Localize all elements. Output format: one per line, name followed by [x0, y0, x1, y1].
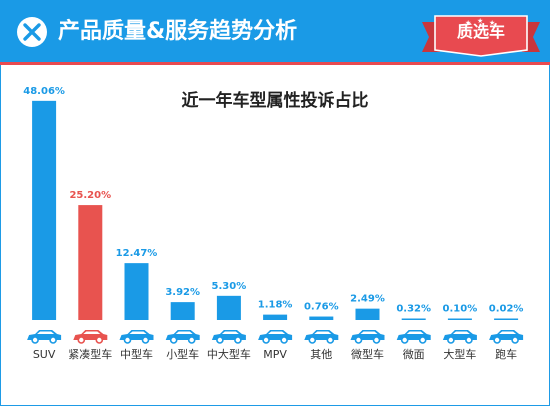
car-icon-6: [304, 330, 339, 344]
category-label-3: 小型车: [166, 347, 199, 361]
data-label-0: 48.06%: [23, 86, 65, 97]
car-icon-9: [442, 330, 477, 344]
data-label-1: 25.20%: [69, 190, 111, 201]
car-icon-10: [489, 330, 524, 344]
header-title: 产品质量&服务趋势分析: [58, 19, 298, 44]
data-label-10: 0.02%: [489, 304, 524, 315]
data-label-3: 3.92%: [165, 287, 200, 298]
car-icon-5: [258, 330, 293, 344]
data-label-2: 12.47%: [116, 248, 158, 259]
car-icon-2: [119, 330, 154, 344]
car-icon-7: [350, 330, 385, 344]
bar-5: [263, 314, 288, 320]
category-label-7: 微型车: [351, 347, 384, 361]
bar-1: [78, 205, 103, 320]
car-icon-3: [165, 330, 200, 344]
category-label-9: 大型车: [443, 347, 476, 361]
category-label-10: 跑车: [495, 347, 517, 361]
car-icon-4: [211, 330, 246, 344]
category-label-8: 微面: [403, 347, 425, 361]
category-label-0: SUV: [33, 348, 56, 361]
bar-7: [355, 308, 380, 320]
bar-8: [401, 318, 426, 320]
bar-0: [32, 100, 57, 320]
badge-label: 质选车: [456, 22, 505, 41]
svg-text:★: ★: [489, 19, 495, 27]
bar-2: [124, 263, 149, 320]
category-label-2: 中型车: [120, 347, 153, 361]
category-label-1: 紧凑型车: [68, 347, 112, 361]
category-label-4: 中大型车: [207, 347, 251, 361]
bar-10: [494, 318, 519, 320]
bar-4: [216, 295, 241, 320]
car-icon-8: [396, 330, 431, 344]
data-label-6: 0.76%: [304, 302, 339, 313]
bar-6: [309, 316, 334, 320]
bar-9: [447, 318, 472, 320]
brand-logo-icon: [17, 17, 47, 47]
data-label-4: 5.30%: [212, 281, 247, 292]
chart-title: 近一年车型属性投诉占比: [181, 91, 369, 111]
bar-3: [170, 302, 195, 320]
category-label-5: MPV: [263, 348, 287, 361]
category-label-6: 其他: [310, 348, 332, 361]
data-label-8: 0.32%: [396, 304, 431, 315]
data-label-7: 2.49%: [350, 294, 385, 305]
data-label-5: 1.18%: [258, 300, 293, 311]
svg-text:★: ★: [465, 19, 471, 27]
badge-icon: ★ ★ ★: [422, 15, 540, 57]
header-stripe: [0, 62, 550, 65]
data-label-9: 0.10%: [443, 304, 478, 315]
svg-text:★: ★: [477, 17, 483, 25]
car-icon-1: [73, 330, 108, 344]
car-icon-0: [27, 330, 62, 344]
